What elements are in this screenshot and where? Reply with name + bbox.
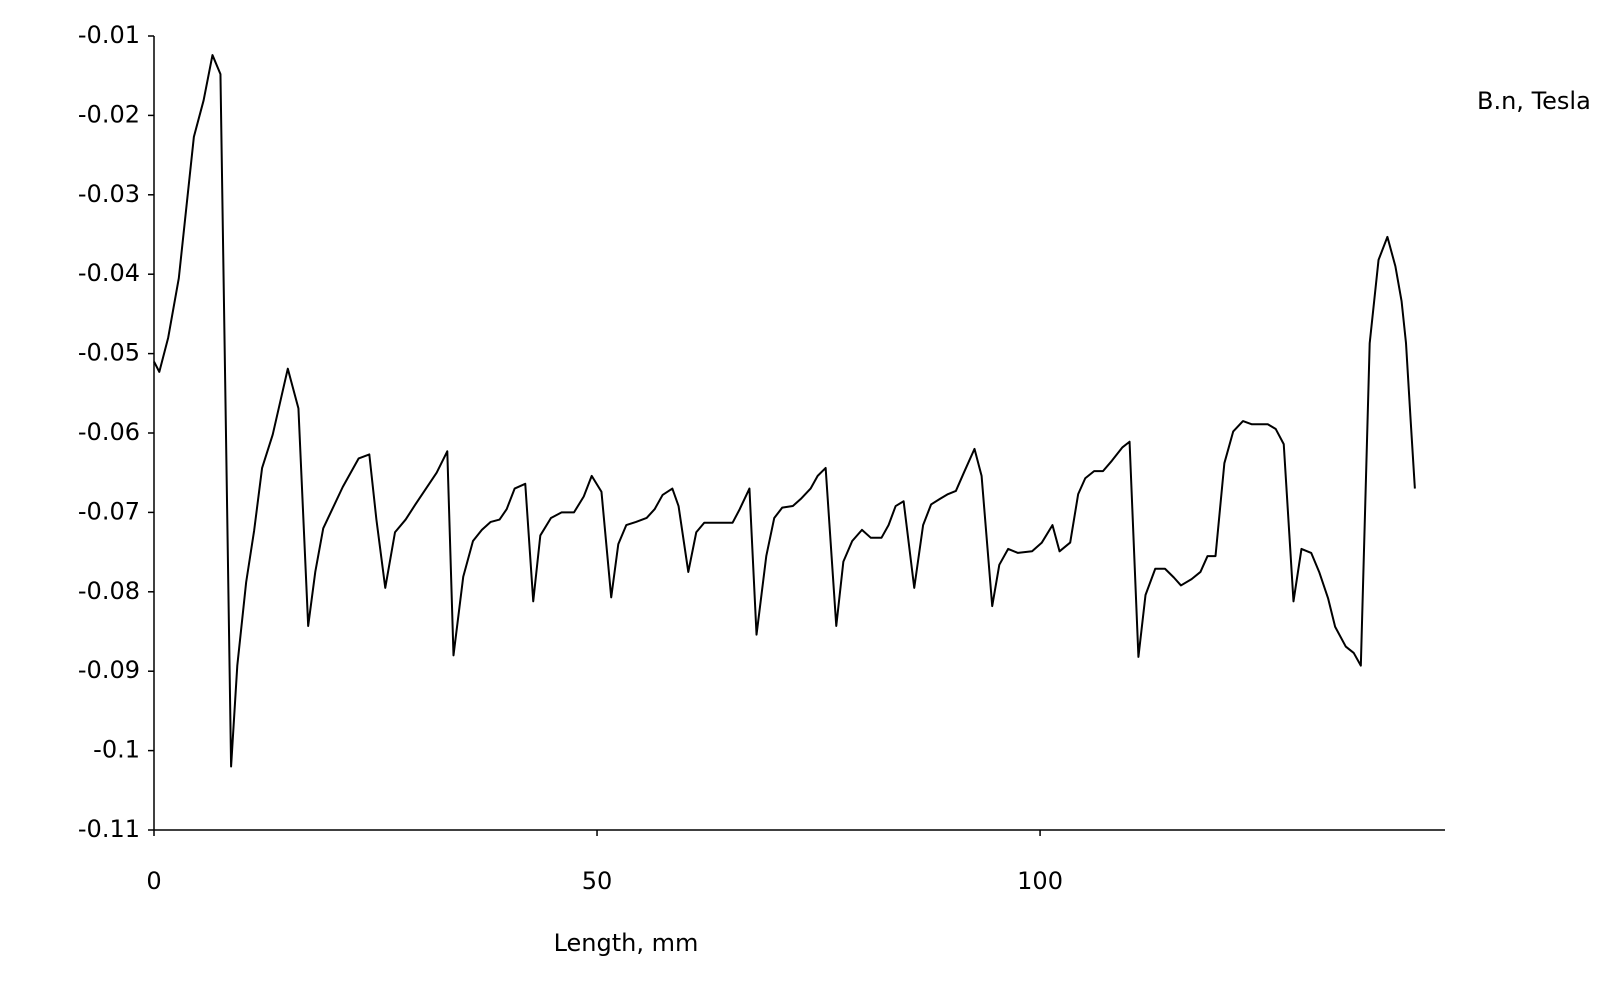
y-tick-label: -0.03 [78, 180, 140, 208]
y-tick-label: -0.01 [78, 21, 140, 49]
x-axis-label: Length, mm [554, 929, 699, 957]
y-tick-label: -0.02 [78, 100, 140, 128]
y-tick-label: -0.1 [93, 736, 140, 764]
y-tick-label: -0.08 [78, 577, 140, 605]
legend-label: B.n, Tesla [1477, 87, 1591, 115]
x-tick-label: 100 [1017, 867, 1063, 895]
y-tick-label: -0.06 [78, 418, 140, 446]
data-line [153, 54, 1416, 768]
x-tick-label: 50 [582, 867, 613, 895]
y-tick-label: -0.09 [78, 656, 140, 684]
y-tick-label: -0.04 [78, 259, 140, 287]
y-tick-label: -0.07 [78, 497, 140, 525]
y-tick-label: -0.11 [78, 815, 140, 843]
x-tick-label: 0 [146, 867, 161, 895]
y-tick-label: -0.05 [78, 339, 140, 367]
